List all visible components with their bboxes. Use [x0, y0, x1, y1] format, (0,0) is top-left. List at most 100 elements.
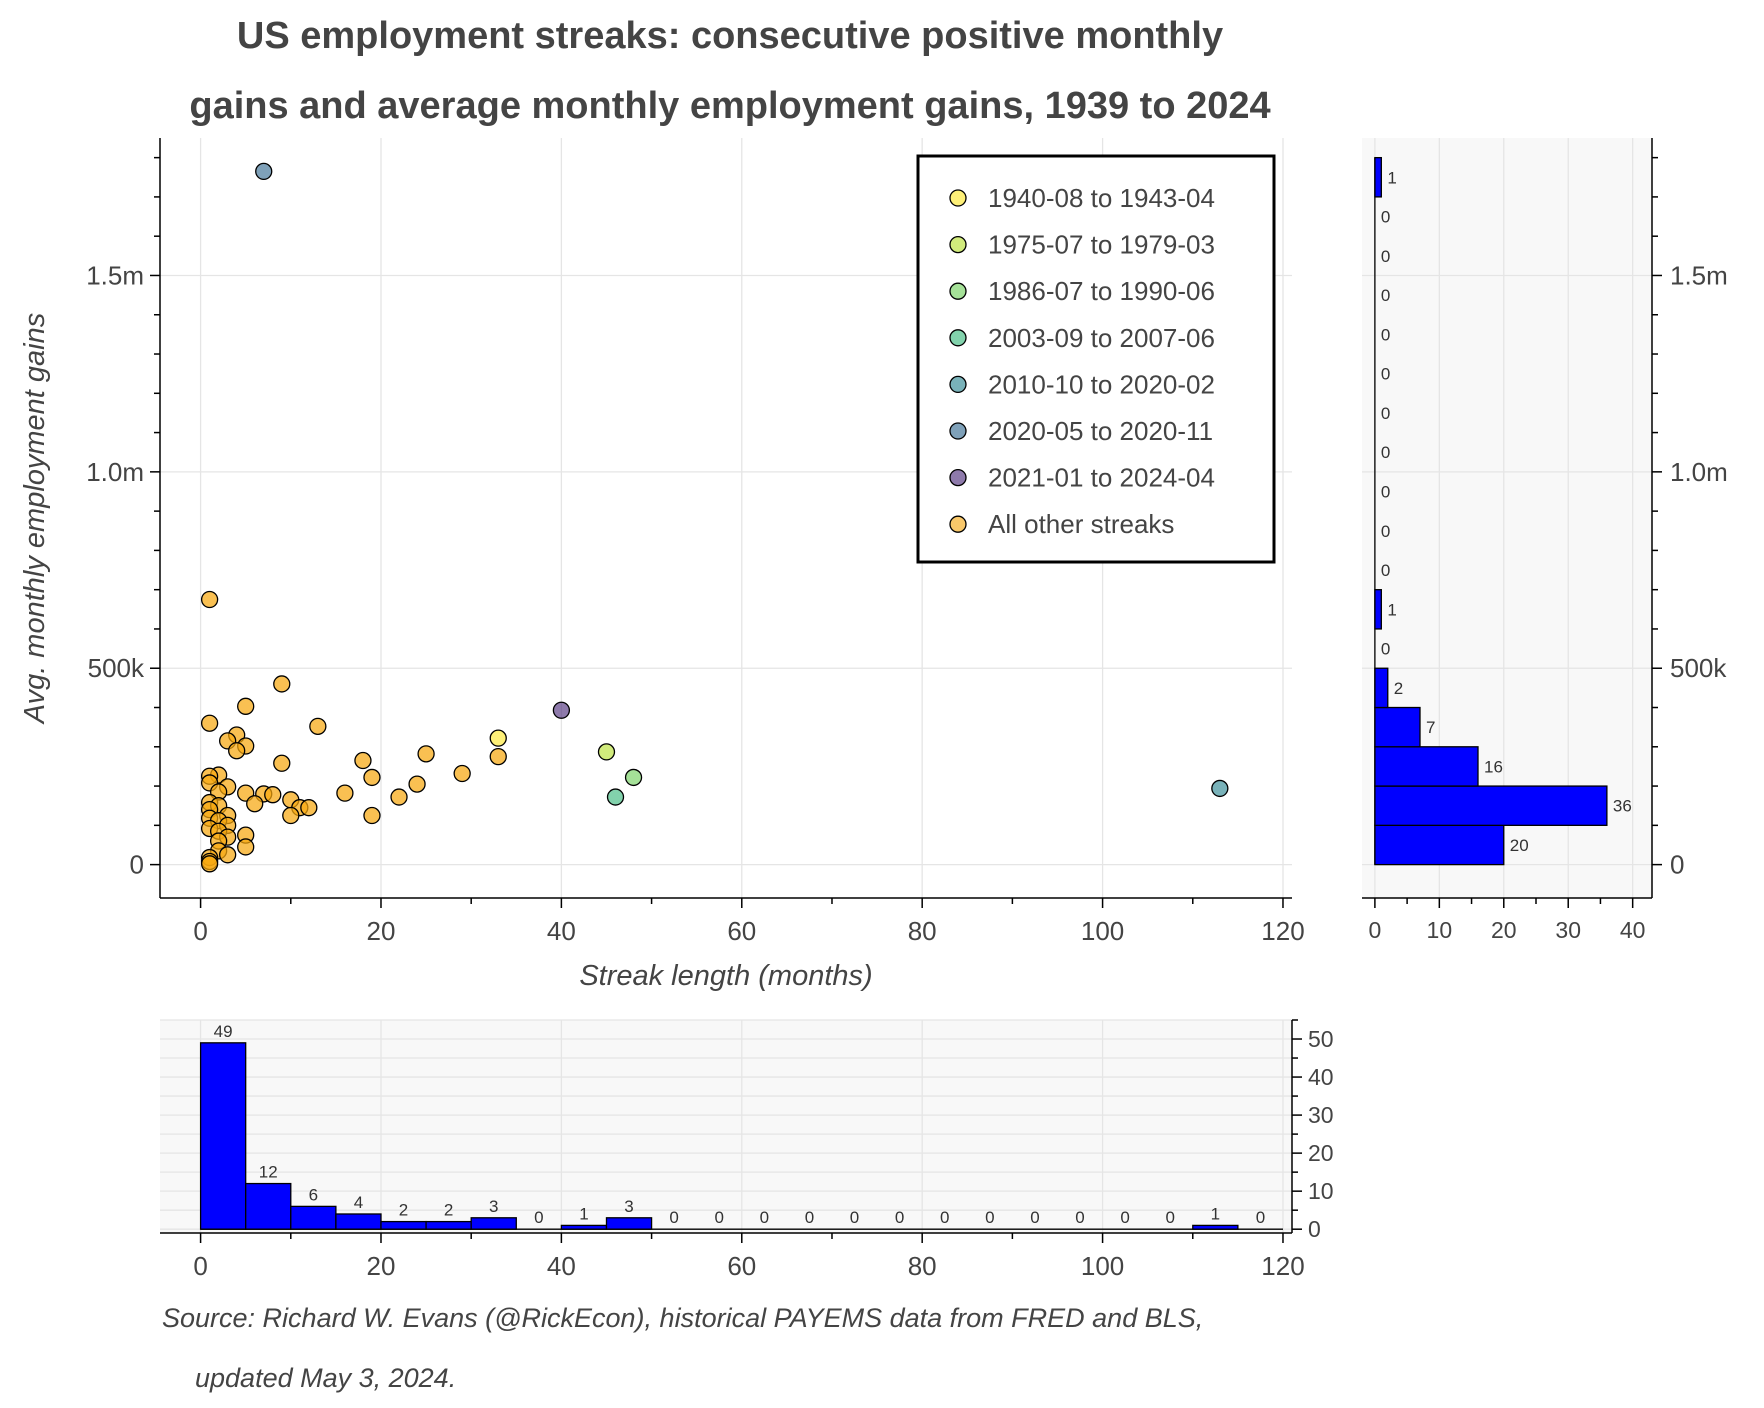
y-tick-label: 0 [1308, 1216, 1321, 1242]
y-tick-label: 1.5m [86, 260, 144, 290]
streak-histogram-bar-label: 0 [940, 1208, 949, 1227]
x-tick-label: 0 [193, 1251, 207, 1281]
streak-histogram-bar-label: 0 [715, 1208, 724, 1227]
x-tick-label: 60 [727, 916, 756, 946]
chart-title-line-1: US employment streaks: consecutive posit… [237, 15, 1223, 57]
legend-entry: 2003-09 to 2007-06 [988, 323, 1215, 353]
legend-box [916, 154, 1276, 564]
x-tick-label: 0 [1368, 917, 1381, 943]
gains-histogram-bar [1374, 746, 1479, 787]
y-tick-label: 1.0m [86, 457, 144, 487]
y-tick-label: 500k [1670, 653, 1727, 683]
scatter-point [363, 768, 381, 787]
streak-histogram-bar-label: 0 [669, 1208, 678, 1227]
y-tick-label: 40 [1308, 1064, 1334, 1090]
streak-histogram-bar-label: 0 [1120, 1208, 1129, 1227]
scatter-point [309, 717, 327, 736]
y-tick-label: 10 [1308, 1178, 1334, 1204]
scatter-point [624, 768, 643, 787]
streak-histogram-bar [380, 1220, 427, 1230]
y-tick-label: 0 [1670, 850, 1684, 880]
scatter-point [255, 162, 273, 181]
gains-histogram-bar-label: 0 [1381, 286, 1390, 305]
x-tick-label: 80 [908, 916, 937, 946]
gains-histogram-bar-label: 0 [1381, 522, 1390, 541]
streak-histogram-bar-label: 49 [214, 1022, 233, 1041]
legend-marker [949, 282, 967, 300]
legend-entry: 1986-07 to 1990-06 [988, 276, 1215, 306]
legend-marker [949, 422, 967, 440]
legend-marker [949, 468, 967, 487]
chart-title-line-2: gains and average monthly employment gai… [189, 85, 1270, 127]
scatter-point [273, 754, 291, 772]
streak-histogram-bar-label: 12 [259, 1163, 278, 1182]
source-note-line-1: Source: Richard W. Evans (@RickEcon), hi… [162, 1303, 1203, 1333]
y-tick-label: 1.5m [1670, 260, 1728, 290]
scatter-point [237, 838, 255, 856]
legend-marker [949, 515, 967, 533]
gains-histogram-bar-label: 1 [1387, 600, 1396, 619]
scatter-point [228, 742, 246, 760]
gains-histogram-bar [1374, 156, 1382, 198]
streak-histogram-bar-label: 0 [985, 1208, 994, 1227]
gains-histogram-bar-label: 0 [1381, 208, 1390, 227]
streak-histogram-bar-label: 6 [309, 1185, 318, 1204]
streak-histogram-bar-label: 0 [1165, 1208, 1174, 1227]
streak-histogram-bar-label: 0 [760, 1208, 769, 1227]
streak-histogram-bar-label: 0 [805, 1208, 814, 1227]
x-tick-label: 20 [367, 1251, 396, 1281]
x-tick-label: 20 [1491, 917, 1517, 943]
scatter-legend: 1940-08 to 1943-04 1975-07 to 1979-03 1986… [916, 154, 1276, 564]
gains-histogram-bar-label: 20 [1510, 836, 1529, 855]
scatter-point [264, 786, 282, 804]
x-tick-label: 100 [1081, 916, 1124, 946]
streak-histogram-bar [425, 1220, 472, 1230]
legend-entry: 1940-08 to 1943-04 [988, 183, 1215, 213]
streak-histogram-bar [470, 1217, 517, 1230]
streak-histogram-bar [199, 1042, 247, 1230]
gains-histogram-bar-label: 16 [1484, 757, 1503, 776]
gains-histogram-bar-label: 7 [1426, 718, 1435, 737]
scatter-point [200, 590, 219, 609]
x-tick-label: 40 [1620, 917, 1646, 943]
gains-histogram-bar-label: 0 [1381, 404, 1390, 423]
gains-histogram-bar-label: 0 [1381, 561, 1390, 580]
y-tick-label: 30 [1308, 1102, 1334, 1128]
scatter-point [246, 795, 264, 813]
streak-histogram-bar-label: 0 [1256, 1208, 1265, 1227]
legend-entry: All other streaks [988, 509, 1174, 539]
y-tick-label: 1.0m [1670, 457, 1728, 487]
scatter-point [489, 729, 507, 747]
streak-histogram-bar-label: 0 [1030, 1208, 1039, 1227]
scatter-point [200, 855, 219, 873]
scatter-point [417, 745, 435, 763]
x-tick-label: 0 [193, 916, 207, 946]
legend-entry: 2020-05 to 2020-11 [988, 416, 1213, 446]
scatter-point [597, 743, 616, 761]
gains-histogram-bar [1374, 824, 1505, 866]
scatter-point [390, 788, 408, 806]
y-tick-label: 50 [1308, 1026, 1334, 1052]
legend-marker [949, 235, 967, 254]
scatter-point [237, 697, 255, 715]
streak-histogram-bar [605, 1217, 653, 1230]
legend-marker [949, 375, 967, 394]
scatter-point [200, 714, 219, 732]
x-axis-label: Streak length (months) [579, 960, 872, 992]
gains-histogram-bar-label: 0 [1381, 365, 1390, 384]
gains-histogram-bar [1374, 706, 1421, 748]
x-tick-label: 80 [908, 1251, 937, 1281]
streak-histogram-bar [335, 1213, 382, 1230]
gains-histogram-bar-label: 0 [1381, 443, 1390, 462]
source-note-line-2: updated May 3, 2024. [195, 1363, 456, 1393]
gains-histogram-bar [1374, 785, 1608, 826]
scatter-point [218, 846, 237, 864]
streak-histogram-bar-label: 3 [624, 1197, 633, 1216]
x-tick-label: 60 [727, 1251, 756, 1281]
scatter-point [354, 751, 372, 770]
bottom-hist-background [160, 1020, 1292, 1233]
y-tick-label: 20 [1308, 1140, 1334, 1166]
streak-histogram-bar-label: 2 [399, 1201, 408, 1220]
